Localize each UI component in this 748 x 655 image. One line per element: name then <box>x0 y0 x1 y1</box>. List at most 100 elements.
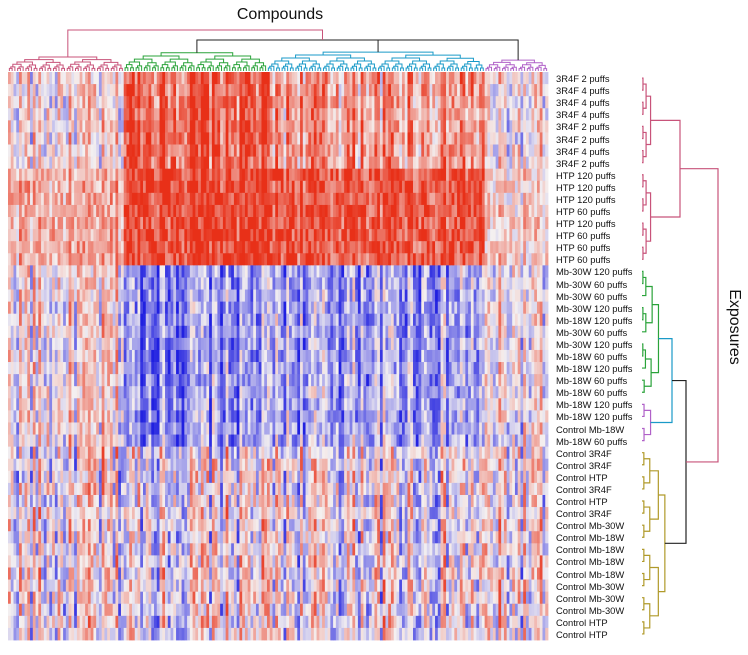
heatmap-cell <box>286 337 290 351</box>
heatmap-cell <box>525 229 530 242</box>
heatmap-cell <box>283 180 287 194</box>
heatmap-cell <box>520 265 524 278</box>
heatmap-cell <box>462 180 466 194</box>
heatmap-cell <box>74 132 78 145</box>
heatmap-cell <box>316 253 320 266</box>
heatmap-cell <box>60 362 64 375</box>
heatmap-cell <box>16 289 20 303</box>
heatmap-cell <box>214 96 218 109</box>
heatmap-cell <box>363 192 367 206</box>
heatmap-cell <box>446 217 450 230</box>
heatmap-cell <box>228 204 232 218</box>
heatmap-cell <box>401 168 406 182</box>
heatmap-cell <box>424 289 428 303</box>
heatmap-cell <box>333 325 337 339</box>
heatmap-cell <box>407 241 411 254</box>
heatmap-cell <box>65 84 70 97</box>
heatmap-cell <box>517 289 521 303</box>
heatmap-cell <box>38 156 42 170</box>
heatmap-cell <box>233 362 238 375</box>
heatmap-cell <box>266 144 271 157</box>
heatmap-cell <box>539 120 543 133</box>
heatmap-cell <box>87 192 92 206</box>
heatmap-cell <box>189 108 193 121</box>
heatmap-cell <box>112 192 116 206</box>
heatmap-cell <box>410 325 414 339</box>
heatmap-cell <box>324 265 328 278</box>
heatmap-cell <box>225 301 229 315</box>
heatmap-cell <box>495 84 499 97</box>
heatmap-cell <box>462 337 466 351</box>
heatmap-cell <box>388 132 392 145</box>
heatmap-cell <box>93 374 97 387</box>
heatmap-cell <box>523 362 527 375</box>
heatmap-cell <box>189 229 193 242</box>
heatmap-cell <box>192 96 196 109</box>
heatmap-cell <box>429 362 433 375</box>
heatmap-cell <box>503 349 508 363</box>
heatmap-cell <box>272 301 276 315</box>
heatmap-cell <box>101 362 105 375</box>
heatmap-cell <box>126 108 130 121</box>
heatmap-cell <box>107 349 111 363</box>
heatmap-cell <box>134 313 138 327</box>
heatmap-cell <box>261 313 265 327</box>
heatmap-cell <box>468 156 472 170</box>
heatmap-cell <box>65 374 70 387</box>
heatmap-cell <box>495 108 499 121</box>
heatmap-cell <box>255 362 260 375</box>
heatmap-cell <box>487 84 491 97</box>
heatmap-cell <box>46 192 50 206</box>
heatmap-cell <box>200 168 205 182</box>
heatmap-cell <box>253 325 257 339</box>
heatmap-cell <box>311 349 315 363</box>
heatmap-cell <box>506 217 510 230</box>
heatmap-cell <box>473 229 477 242</box>
heatmap-cell <box>531 72 535 85</box>
heatmap-cell <box>189 301 193 315</box>
heatmap-cell <box>401 180 406 194</box>
heatmap-cell <box>534 120 538 133</box>
heatmap-cell <box>19 144 23 157</box>
heatmap-cell <box>148 132 152 145</box>
heatmap-cell <box>319 217 323 230</box>
heatmap-cell <box>446 313 450 327</box>
heatmap-cell <box>112 349 116 363</box>
heatmap-cell <box>484 217 488 230</box>
heatmap-cell <box>209 96 213 109</box>
heatmap-cell <box>443 108 447 121</box>
heatmap-cell <box>87 72 92 85</box>
heatmap-cell <box>333 362 337 375</box>
heatmap-cell <box>93 168 97 182</box>
heatmap-cell <box>322 313 326 327</box>
heatmap-cell <box>109 132 114 145</box>
heatmap-cell <box>289 349 293 363</box>
heatmap-cell <box>470 289 475 303</box>
heatmap-cell <box>523 180 527 194</box>
heatmap-cell <box>327 325 331 339</box>
heatmap-cell <box>357 325 362 339</box>
heatmap-cell <box>30 132 34 145</box>
heatmap-cell <box>379 265 384 278</box>
heatmap-cell <box>68 229 72 242</box>
heatmap-cell <box>131 96 136 109</box>
heatmap-cell <box>363 96 367 109</box>
heatmap-cell <box>410 72 414 85</box>
heatmap-cell <box>129 374 133 387</box>
heatmap-cell <box>523 265 527 278</box>
heatmap-cell <box>8 108 12 121</box>
heatmap-cell <box>98 325 103 339</box>
heatmap-cell <box>355 120 359 133</box>
heatmap-cell <box>520 289 524 303</box>
heatmap-cell <box>247 301 251 315</box>
heatmap-cell <box>294 84 298 97</box>
heatmap-cell <box>21 313 25 327</box>
heatmap-cell <box>38 253 42 266</box>
heatmap-cell <box>93 313 97 327</box>
heatmap-cell <box>68 84 72 97</box>
heatmap-cell <box>289 120 293 133</box>
heatmap-cell <box>473 313 477 327</box>
heatmap-cell <box>131 217 136 230</box>
heatmap-cell <box>68 337 72 351</box>
heatmap-cell <box>131 289 136 303</box>
